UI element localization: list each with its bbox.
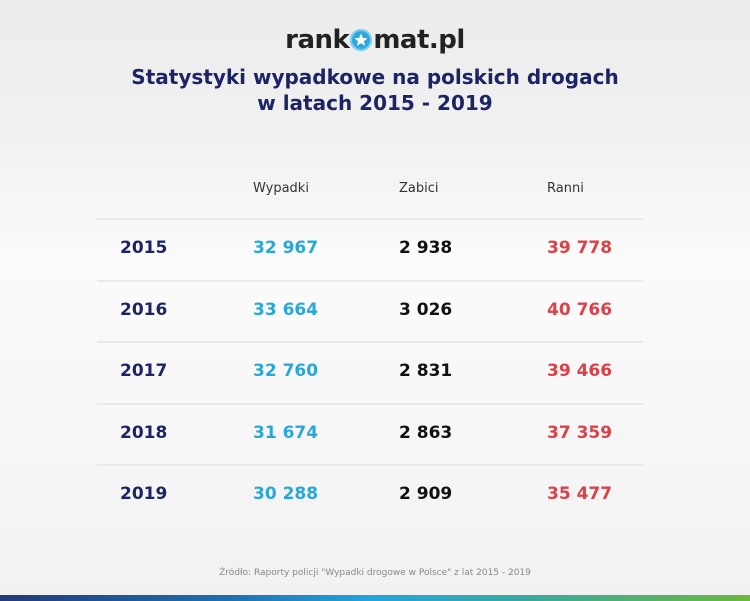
- cell-zabici: 2 863: [399, 422, 453, 443]
- table-row: 2017 32 760 2 831 39 466: [97, 341, 643, 403]
- cell-wypadki: 32 760: [253, 361, 319, 381]
- title-line-1: Statystyki wypadkowe na polskich drogach: [131, 65, 619, 89]
- cell-ranni: 37 359: [547, 422, 613, 443]
- cell-wypadki: 30 288: [253, 484, 319, 504]
- cell-year: 2015: [120, 238, 168, 258]
- cell-year: 2018: [120, 422, 168, 443]
- cell-ranni: 35 477: [547, 484, 613, 504]
- logo-text-end: mat.pl: [373, 25, 465, 55]
- header-zabici: Zabici: [399, 181, 439, 196]
- title-line-2: w latach 2015 - 2019: [257, 91, 493, 115]
- table-header: Wypadki Zabici Ranni: [97, 170, 643, 218]
- cell-ranni: 39 466: [547, 361, 613, 381]
- page-title: Statystyki wypadkowe na polskich drogach…: [0, 64, 750, 116]
- cell-wypadki: 31 674: [253, 422, 319, 443]
- gradient-footer-bar: [0, 595, 750, 601]
- cell-zabici: 3 026: [399, 299, 453, 320]
- table-row: 2018 31 674 2 863 37 359: [97, 402, 643, 465]
- logo-text-start: rank: [285, 25, 350, 55]
- cell-ranni: 39 778: [547, 238, 613, 258]
- table-row: 2019 30 288 2 909 35 477: [97, 464, 643, 526]
- cell-ranni: 40 766: [547, 299, 613, 320]
- cell-zabici: 2 831: [399, 361, 453, 381]
- cell-wypadki: 33 664: [253, 299, 319, 320]
- source-note: Źródło: Raporty policji "Wypadki drogowe…: [219, 568, 531, 578]
- stats-table: Wypadki Zabici Ranni 2015 32 967 2 938 3…: [97, 170, 643, 526]
- cell-wypadki: 32 967: [253, 238, 319, 258]
- cell-zabici: 2 938: [399, 238, 453, 258]
- table-row: 2016 33 664 3 026 40 766: [97, 279, 643, 342]
- table-row: 2015 32 967 2 938 39 778: [97, 218, 643, 280]
- header-ranni: Ranni: [547, 181, 584, 196]
- header-wypadki: Wypadki: [253, 181, 309, 196]
- cell-year: 2019: [120, 484, 168, 504]
- cell-zabici: 2 909: [399, 484, 453, 504]
- logo: rank mat.pl: [0, 24, 750, 56]
- cell-year: 2017: [120, 361, 168, 381]
- star-icon: [350, 29, 373, 51]
- cell-year: 2016: [120, 299, 168, 320]
